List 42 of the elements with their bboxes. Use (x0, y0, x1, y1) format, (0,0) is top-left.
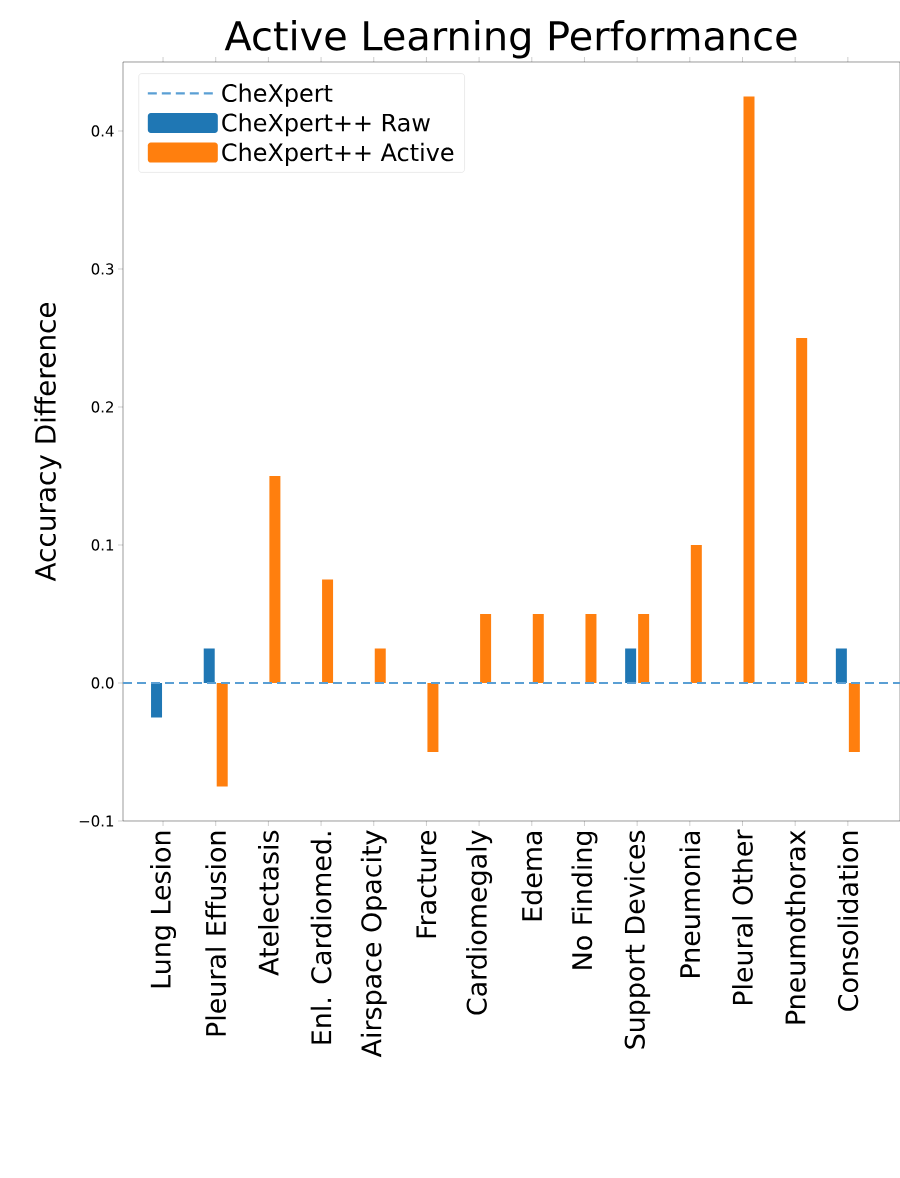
bar (151, 683, 163, 718)
x-tick-label: Pleural Other (732, 829, 753, 1005)
x-tick-label: Consolidation (837, 831, 859, 1011)
bar (585, 614, 597, 683)
x-tick-label: Airspace Opacity (360, 830, 387, 1058)
y-tick-label: 0.0 (91, 677, 114, 689)
bar (532, 614, 544, 683)
x-tick-label: No Finding (571, 831, 598, 969)
legend-label: CheXpert++ Raw (222, 113, 430, 137)
bar (796, 338, 808, 683)
y-tick-label: 0.2 (91, 401, 113, 413)
bar (690, 545, 702, 683)
legend-label: CheXpert (222, 83, 333, 107)
x-tick-label: Lung Lesion (150, 831, 177, 988)
bar (835, 648, 847, 683)
legend-label: CheXpert++ Active (222, 142, 454, 166)
x-tick-label: Pneumothorax (784, 830, 806, 1024)
bar (480, 614, 492, 683)
bar (848, 683, 860, 752)
bar (203, 648, 215, 683)
bar (743, 96, 755, 683)
bar (216, 683, 228, 787)
bar (322, 579, 334, 683)
x-tick-label: Support Devices (624, 830, 651, 1049)
y-axis-title: Accuracy Difference (34, 302, 62, 582)
x-tick-label: Edema (521, 831, 543, 921)
x-tick-label: Fracture (416, 830, 437, 938)
x-tick-label: Atelectasis (257, 830, 279, 976)
y-tick-label: 0.1 (91, 539, 114, 551)
chart-title: Active Learning Performance (224, 19, 797, 59)
bar (374, 648, 386, 683)
x-tick-label: Cardiomegaly (466, 830, 493, 1015)
y-tick-label: 0.4 (91, 125, 114, 137)
bar (269, 476, 281, 683)
y-tick-label: 0.3 (91, 263, 114, 275)
x-tick-label: Enl. Cardiomed. (310, 832, 332, 1044)
bar (427, 683, 439, 752)
y-tick-label: −0.1 (79, 815, 114, 827)
bar (625, 648, 637, 683)
x-tick-label: Pleural Effusion (205, 831, 227, 1036)
x-tick-label: Pneumonia (679, 831, 701, 977)
bar (638, 614, 650, 683)
